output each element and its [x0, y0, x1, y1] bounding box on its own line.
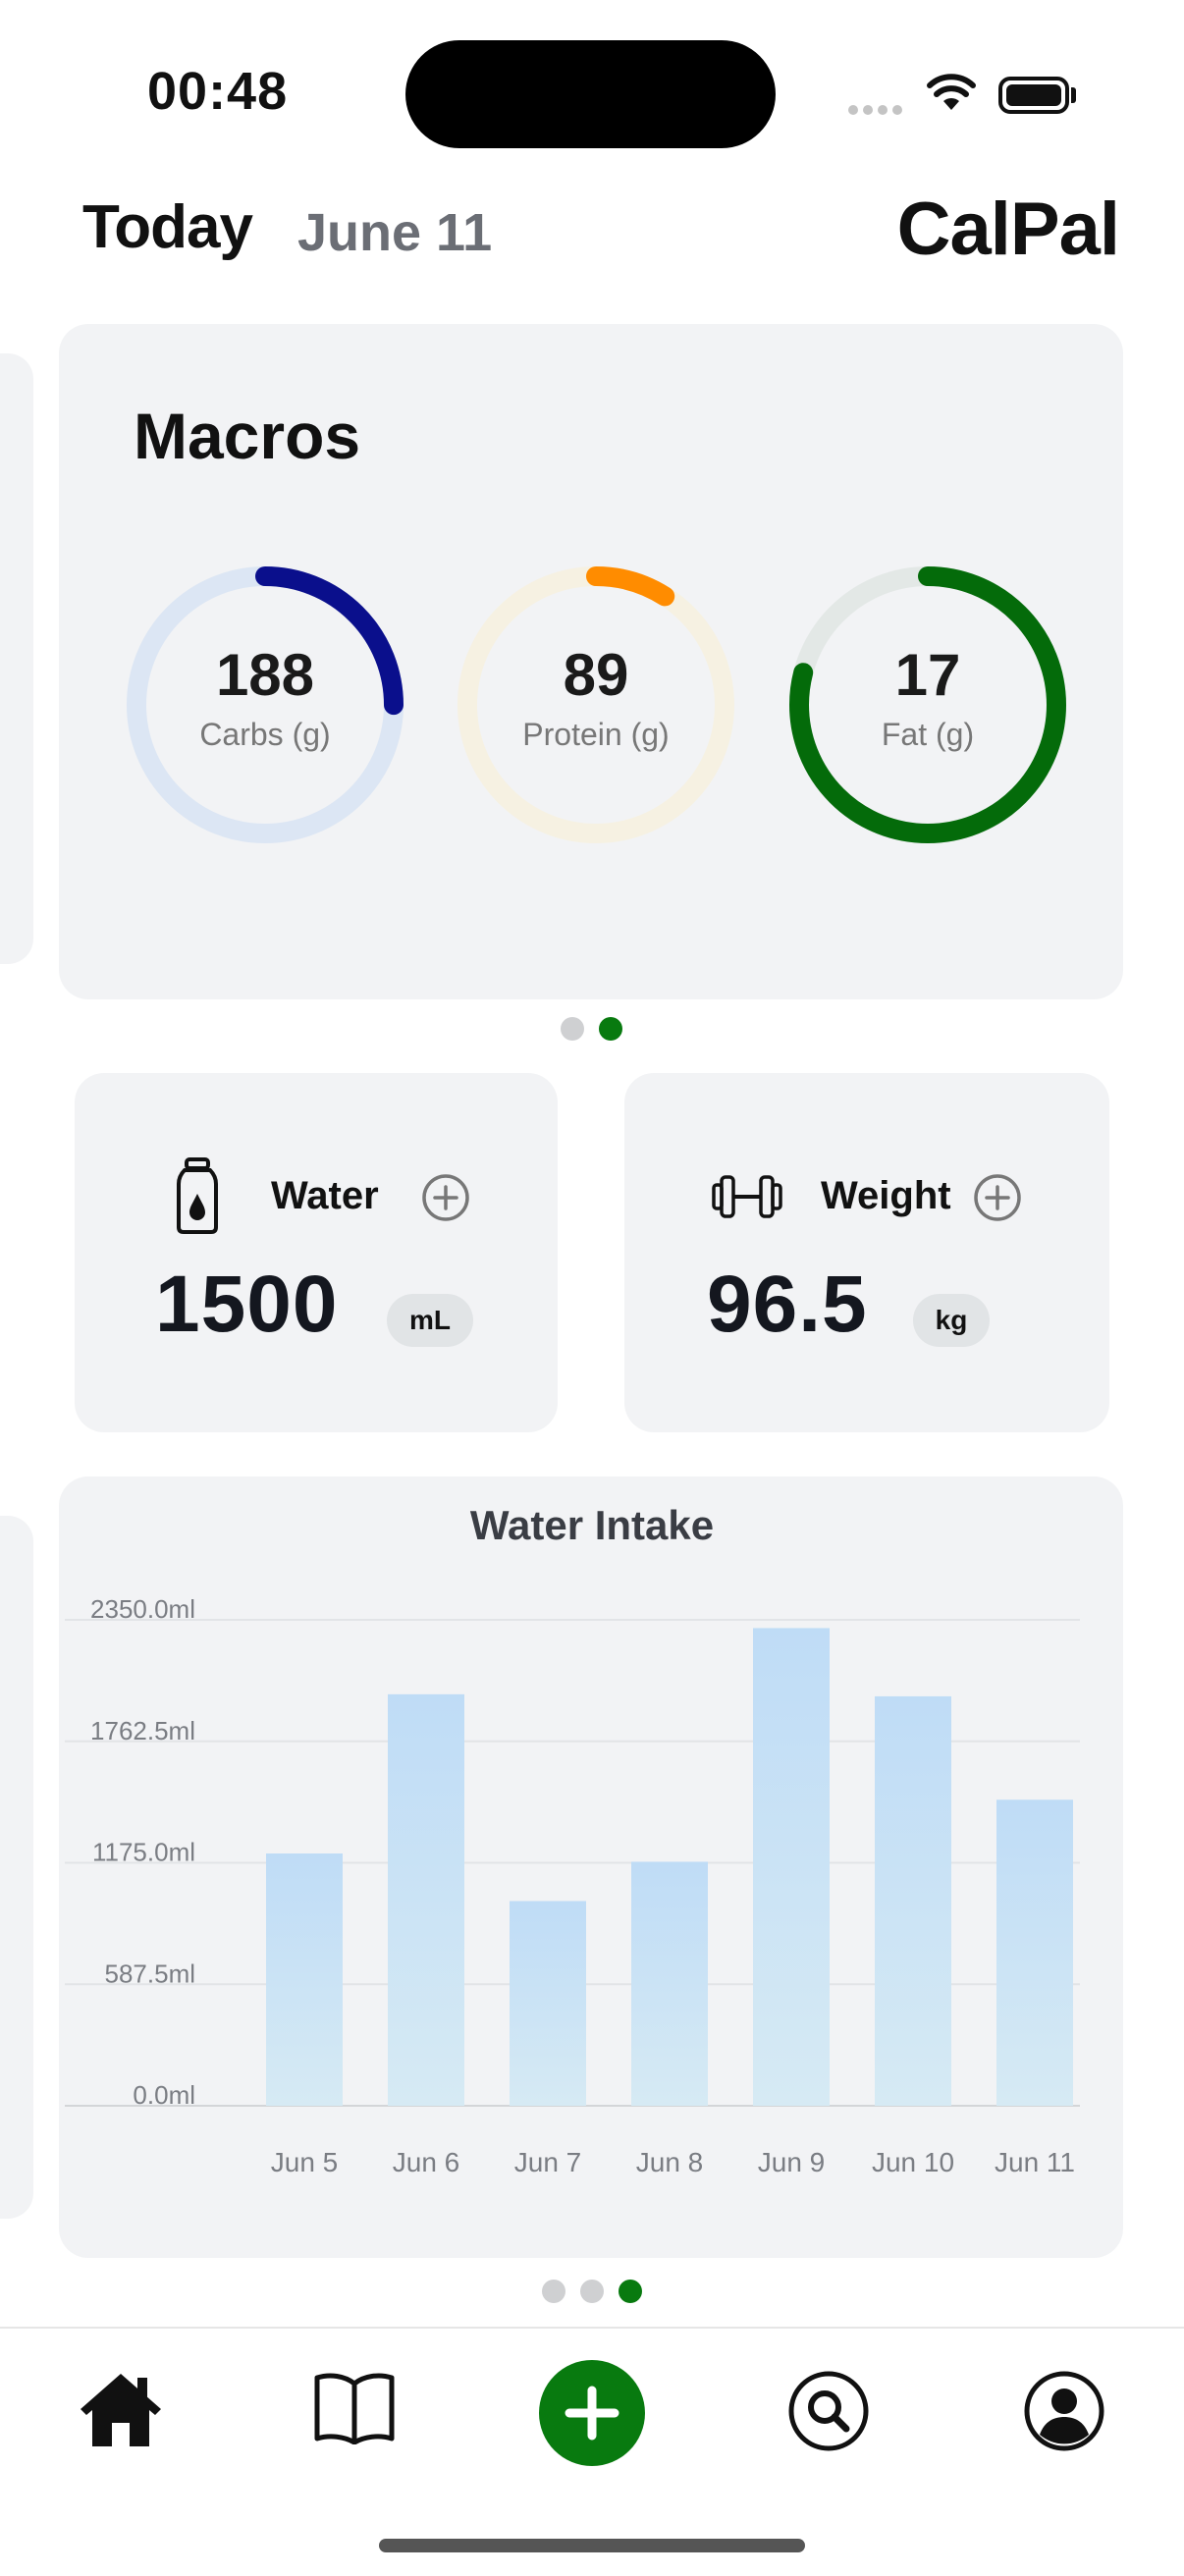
chart-bar[interactable]	[510, 1901, 586, 2106]
chart-bar[interactable]	[875, 1695, 951, 2106]
weight-unit-badge: kg	[913, 1294, 990, 1347]
water-intake-chart: Jun 5 Jun 6 Jun 7 Jun 8 Jun 9 Jun 10 Jun 11 0.…	[65, 1594, 1080, 2177]
x-tick-label: Jun 9	[758, 2147, 826, 2177]
carbs-ring-chart	[127, 566, 404, 843]
weight-label: Weight	[821, 1174, 951, 1217]
y-tick-label: 1762.5ml	[90, 1716, 195, 1745]
current-date[interactable]: June 11	[297, 203, 493, 262]
water-tile[interactable]	[75, 1073, 558, 1432]
chart-bar[interactable]	[266, 1853, 343, 2106]
fat-ring: 17 Fat (g)	[780, 558, 1075, 852]
fat-ring-chart	[789, 566, 1066, 843]
home-indicator	[379, 2539, 805, 2552]
signal-icon	[848, 105, 858, 115]
ring-progress-arc	[457, 566, 734, 843]
y-tick-label: 0.0ml	[133, 2080, 195, 2110]
page-title: Today	[82, 193, 253, 261]
chart-page-dot-active[interactable]	[619, 2280, 642, 2303]
carbs-label: Carbs (g)	[199, 717, 331, 752]
profile-icon[interactable]	[1023, 2370, 1105, 2452]
macros-card[interactable]	[59, 324, 1123, 999]
protein-value: 89	[563, 642, 629, 708]
water-unit-badge: mL	[387, 1294, 473, 1347]
water-value: 1500	[155, 1260, 339, 1349]
previous-card-peek[interactable]	[0, 353, 33, 964]
status-time: 00:48	[147, 62, 289, 121]
signal-icon-bar	[878, 105, 888, 115]
fat-value: 17	[894, 642, 961, 708]
dumbbell-icon	[712, 1175, 782, 1218]
macros-title: Macros	[134, 400, 361, 472]
y-tick-label: 587.5ml	[105, 1959, 196, 1988]
x-tick-label: Jun 8	[636, 2147, 704, 2177]
y-tick-label: 2350.0ml	[90, 1594, 195, 1624]
weight-value: 96.5	[707, 1260, 868, 1349]
weight-tile[interactable]	[624, 1073, 1109, 1432]
x-tick-label: Jun 11	[995, 2147, 1075, 2177]
x-tick-label: Jun 7	[514, 2147, 582, 2177]
x-tick-label: Jun 10	[872, 2147, 954, 2177]
x-tick-label: Jun 6	[393, 2147, 460, 2177]
chart-page-dot[interactable]	[580, 2280, 604, 2303]
add-weight-icon[interactable]	[972, 1172, 1023, 1223]
chart-bar[interactable]	[631, 1861, 708, 2106]
dynamic-island	[405, 40, 776, 148]
water-bottle-icon	[177, 1157, 218, 1234]
carbs-ring: 188 Carbs (g)	[118, 558, 412, 852]
water-label: Water	[271, 1174, 379, 1217]
protein-label: Protein (g)	[522, 717, 670, 752]
fat-label: Fat (g)	[881, 717, 975, 752]
chart-title: Water Intake	[469, 1502, 715, 1548]
wifi-icon	[927, 74, 976, 110]
add-entry-button[interactable]	[538, 2359, 646, 2467]
battery-tip	[1071, 87, 1076, 103]
chart-bar[interactable]	[388, 1693, 464, 2106]
chart-bar[interactable]	[753, 1628, 830, 2106]
ring-progress-arc	[789, 566, 1066, 843]
chart-page-dot[interactable]	[542, 2280, 565, 2303]
previous-chart-peek[interactable]	[0, 1516, 33, 2219]
battery-icon	[998, 77, 1069, 114]
add-water-icon[interactable]	[420, 1172, 471, 1223]
chart-bar[interactable]	[996, 1799, 1073, 2106]
carbs-value: 188	[215, 642, 315, 708]
app-brand: CalPal	[896, 188, 1120, 271]
book-icon[interactable]	[312, 2370, 397, 2444]
macros-page-dot-active[interactable]	[599, 1017, 622, 1041]
signal-icon-bar	[863, 105, 873, 115]
macros-page-dot[interactable]	[561, 1017, 584, 1041]
y-tick-label: 1175.0ml	[92, 1838, 195, 1867]
signal-icon-bar	[892, 105, 902, 115]
protein-ring: 89 Protein (g)	[449, 558, 743, 852]
x-tick-label: Jun 5	[271, 2147, 339, 2177]
ring-progress-arc	[127, 566, 404, 843]
search-icon[interactable]	[787, 2370, 870, 2452]
protein-ring-chart	[457, 566, 734, 843]
home-icon[interactable]	[77, 2370, 165, 2450]
